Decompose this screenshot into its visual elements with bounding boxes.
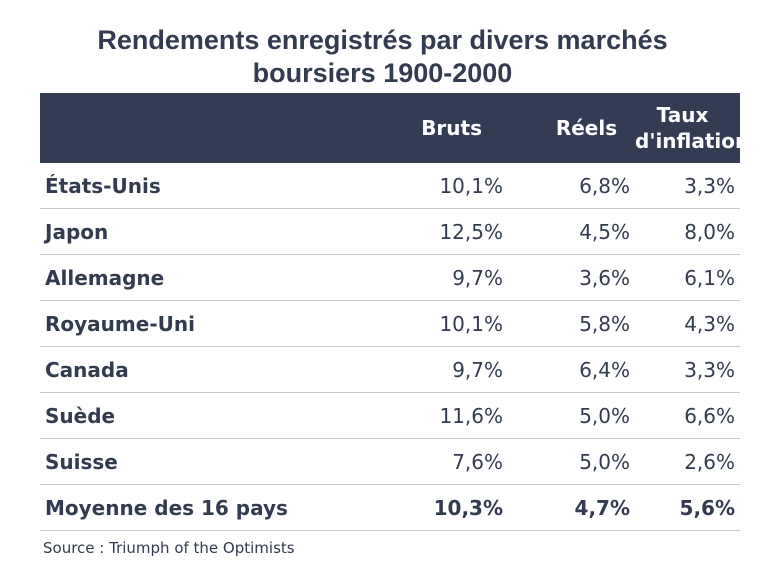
inflation-cell: 2,6% bbox=[635, 438, 740, 485]
average-row: Moyenne des 16 pays 10,3% 4,7% 5,6% bbox=[40, 484, 740, 531]
table-row: États-Unis 10,1% 6,8% 3,3% bbox=[40, 163, 740, 209]
table-row: Suède 11,6% 5,0% 6,6% bbox=[40, 392, 740, 439]
inflation-cell: 3,3% bbox=[635, 346, 740, 393]
page-title: Rendements enregistrés par divers marché… bbox=[0, 24, 765, 90]
bruts-cell: 10,1% bbox=[340, 163, 508, 209]
reels-cell: 4,5% bbox=[508, 208, 635, 255]
reels-cell: 6,4% bbox=[508, 346, 635, 393]
bruts-cell: 9,7% bbox=[340, 346, 508, 393]
inflation-cell: 8,0% bbox=[635, 208, 740, 255]
reels-cell: 6,8% bbox=[508, 163, 635, 209]
table-row: Japon 12,5% 4,5% 8,0% bbox=[40, 208, 740, 255]
reels-cell: 5,0% bbox=[508, 438, 635, 485]
table-row: Allemagne 9,7% 3,6% 6,1% bbox=[40, 254, 740, 301]
inflation-cell: 6,6% bbox=[635, 392, 740, 439]
source-note: Source : Triumph of the Optimists bbox=[43, 539, 295, 557]
country-cell: Allemagne bbox=[40, 254, 340, 301]
reels-cell: 5,0% bbox=[508, 392, 635, 439]
average-label: Moyenne des 16 pays bbox=[40, 484, 340, 531]
country-cell: Royaume-Uni bbox=[40, 300, 340, 347]
average-reels: 4,7% bbox=[508, 484, 635, 531]
bruts-cell: 7,6% bbox=[340, 438, 508, 485]
table-row: Royaume-Uni 10,1% 5,8% 4,3% bbox=[40, 300, 740, 347]
reels-cell: 5,8% bbox=[508, 300, 635, 347]
header-inflation-line-1: Taux bbox=[656, 103, 709, 127]
country-cell: Japon bbox=[40, 208, 340, 255]
country-cell: États-Unis bbox=[40, 163, 340, 209]
returns-table: Bruts Réels Taux d'inflation États-Unis … bbox=[40, 93, 750, 531]
header-country bbox=[40, 93, 340, 163]
bruts-cell: 9,7% bbox=[340, 254, 508, 301]
country-cell: Canada bbox=[40, 346, 340, 393]
table-row: Canada 9,7% 6,4% 3,3% bbox=[40, 346, 740, 393]
average-bruts: 10,3% bbox=[340, 484, 508, 531]
table-header-row: Bruts Réels Taux d'inflation bbox=[40, 93, 750, 163]
country-cell: Suisse bbox=[40, 438, 340, 485]
average-inflation: 5,6% bbox=[635, 484, 740, 531]
table-row: Suisse 7,6% 5,0% 2,6% bbox=[40, 438, 740, 485]
title-line-2: boursiers 1900-2000 bbox=[252, 58, 513, 88]
header-reels: Réels bbox=[508, 93, 635, 163]
bruts-cell: 10,1% bbox=[340, 300, 508, 347]
inflation-cell: 3,3% bbox=[635, 163, 740, 209]
header-inflation-line-2: d'inflation bbox=[635, 129, 750, 153]
header-inflation: Taux d'inflation bbox=[635, 93, 750, 163]
bruts-cell: 11,6% bbox=[340, 392, 508, 439]
bruts-cell: 12,5% bbox=[340, 208, 508, 255]
header-bruts: Bruts bbox=[340, 93, 508, 163]
inflation-cell: 6,1% bbox=[635, 254, 740, 301]
inflation-cell: 4,3% bbox=[635, 300, 740, 347]
country-cell: Suède bbox=[40, 392, 340, 439]
title-line-1: Rendements enregistrés par divers marché… bbox=[97, 25, 668, 55]
reels-cell: 3,6% bbox=[508, 254, 635, 301]
